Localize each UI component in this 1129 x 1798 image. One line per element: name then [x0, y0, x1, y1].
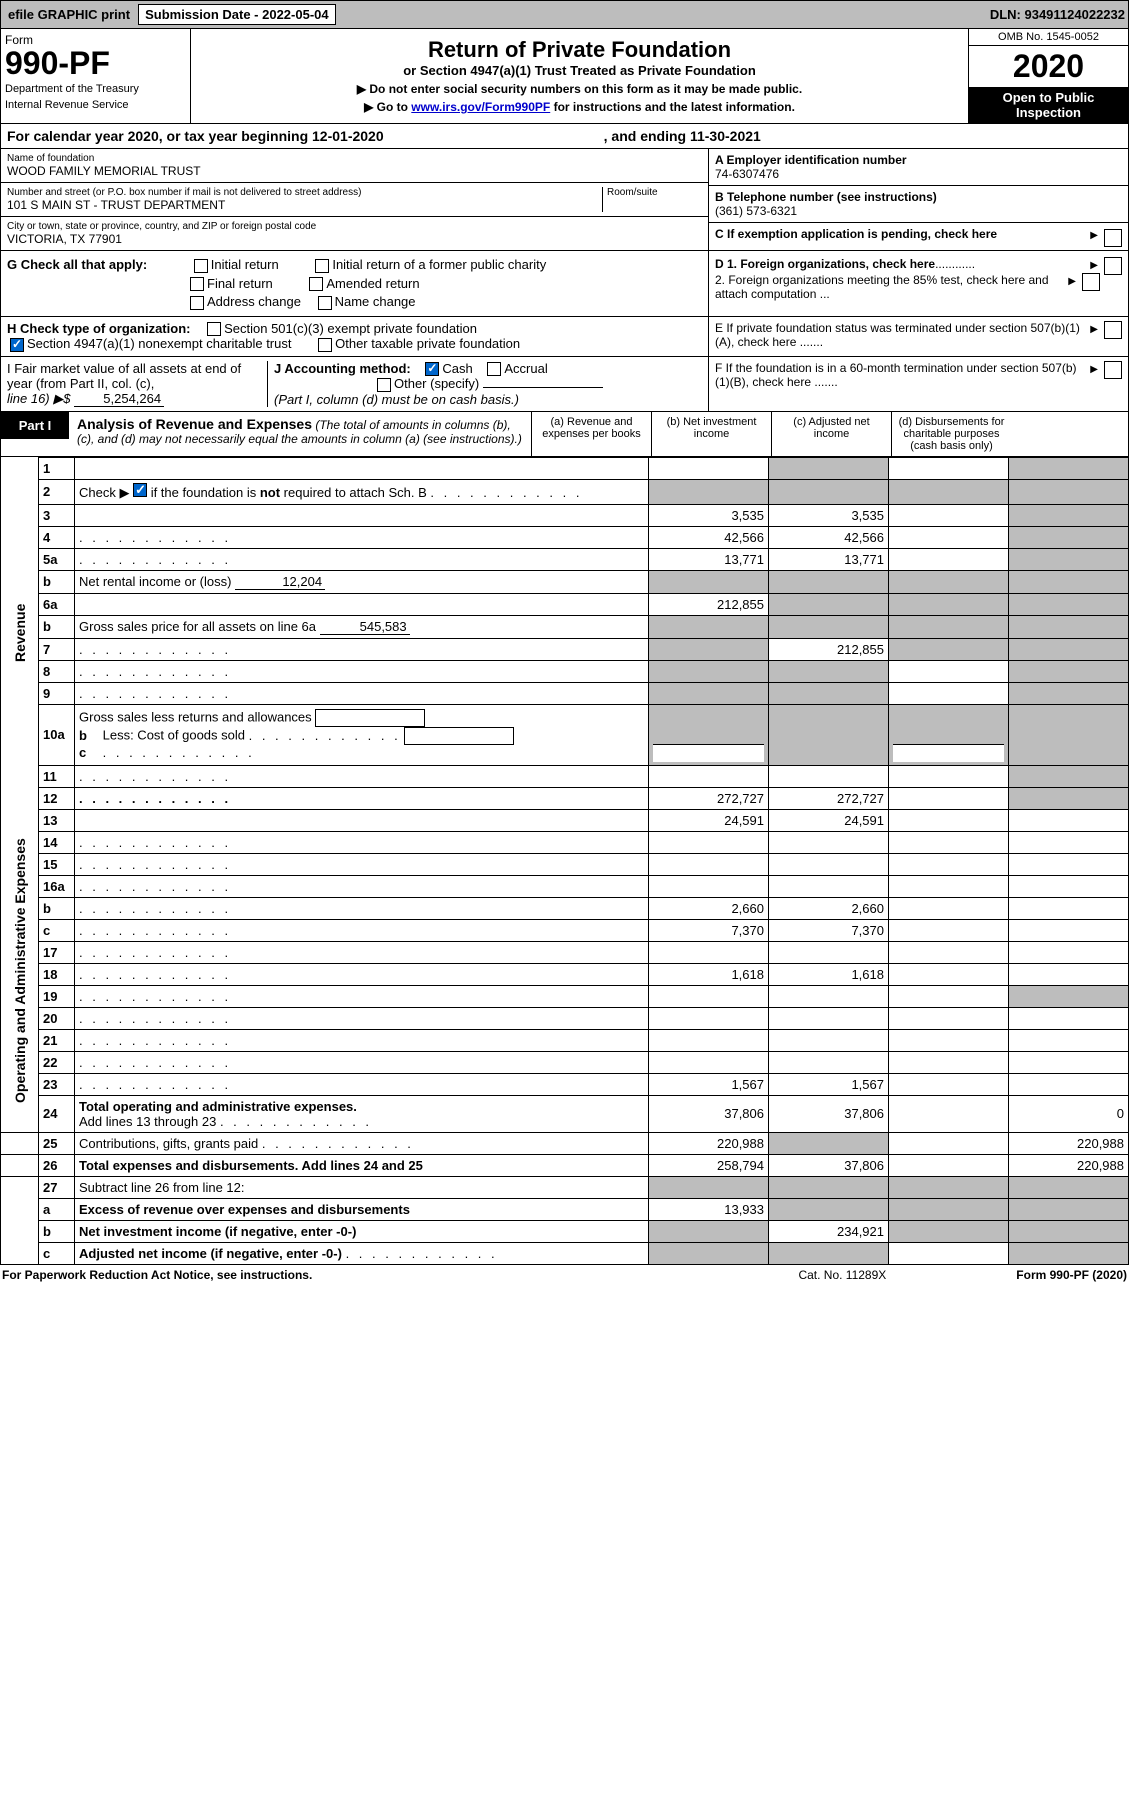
fmv-value: 5,254,264 — [74, 391, 164, 407]
checkbox-d2[interactable] — [1082, 273, 1100, 291]
calendar-year-row: For calendar year 2020, or tax year begi… — [0, 124, 1129, 149]
checkbox-name-change[interactable] — [318, 296, 332, 310]
checkbox-initial-former[interactable] — [315, 259, 329, 273]
part1-header: Part I Analysis of Revenue and Expenses … — [0, 412, 1129, 457]
page-footer: For Paperwork Reduction Act Notice, see … — [0, 1265, 1129, 1285]
section-g: G Check all that apply: Initial return I… — [0, 251, 1129, 317]
section-h: H Check type of organization: Section 50… — [0, 317, 1129, 357]
checkbox-501c3[interactable] — [207, 322, 221, 336]
open-public: Open to Public Inspection — [969, 87, 1128, 123]
checkbox-sch-b[interactable]: ✓ — [133, 483, 147, 497]
efile-label: efile GRAPHIC print — [8, 7, 130, 22]
checkbox-initial-return[interactable] — [194, 259, 208, 273]
checkbox-f[interactable] — [1104, 361, 1122, 379]
checkbox-e[interactable] — [1104, 321, 1122, 339]
entity-block: Name of foundation WOOD FAMILY MEMORIAL … — [0, 149, 1129, 251]
box-c-checkbox[interactable] — [1104, 229, 1122, 247]
foundation-name: WOOD FAMILY MEMORIAL TRUST — [7, 164, 702, 178]
ein: 74-6307476 — [715, 167, 779, 181]
dln: DLN: 93491124022232 — [990, 7, 1125, 22]
checkbox-accrual[interactable] — [487, 362, 501, 376]
street-address: 101 S MAIN ST - TRUST DEPARTMENT — [7, 198, 602, 212]
header-center: Return of Private Foundation or Section … — [191, 29, 968, 123]
header-left: Form 990-PF Department of the Treasury I… — [1, 29, 191, 123]
form-title: Return of Private Foundation — [199, 37, 960, 63]
revenue-label: Revenue — [1, 457, 39, 809]
section-i: I Fair market value of all assets at end… — [0, 357, 1129, 412]
tax-year: 2020 — [969, 46, 1128, 87]
omb: OMB No. 1545-0052 — [969, 29, 1128, 46]
instructions-link[interactable]: www.irs.gov/Form990PF — [411, 100, 550, 114]
col-d-header: (d) Disbursements for charitable purpose… — [891, 412, 1011, 456]
col-a-header: (a) Revenue and expenses per books — [531, 412, 651, 456]
pra-notice: For Paperwork Reduction Act Notice, see … — [2, 1268, 312, 1282]
checkbox-final-return[interactable] — [190, 277, 204, 291]
checkbox-other-taxable[interactable] — [318, 338, 332, 352]
form-ref: Form 990-PF (2020) — [1016, 1268, 1127, 1282]
col-c-header: (c) Adjusted net income — [771, 412, 891, 456]
submission-box: Submission Date - 2022-05-04 — [138, 4, 336, 25]
checkbox-cash[interactable] — [425, 362, 439, 376]
header-right: OMB No. 1545-0052 2020 Open to Public In… — [968, 29, 1128, 123]
checkbox-amended[interactable] — [309, 277, 323, 291]
cat-no: Cat. No. 11289X — [798, 1268, 886, 1282]
checkbox-d1[interactable] — [1104, 257, 1122, 275]
part1-tab: Part I — [1, 412, 69, 439]
checkbox-4947a1[interactable] — [10, 338, 24, 352]
expenses-label: Operating and Administrative Expenses — [1, 809, 39, 1132]
checkbox-other-method[interactable] — [377, 378, 391, 392]
efile-bar: efile GRAPHIC print Submission Date - 20… — [0, 0, 1129, 29]
part1-table: Revenue 1 2 Check ▶ ✓ if the foundation … — [0, 457, 1129, 1265]
city-state-zip: VICTORIA, TX 77901 — [7, 232, 702, 246]
checkbox-address-change[interactable] — [190, 296, 204, 310]
form-header: Form 990-PF Department of the Treasury I… — [0, 29, 1129, 124]
form-number: 990-PF — [5, 47, 186, 79]
col-b-header: (b) Net investment income — [651, 412, 771, 456]
phone: (361) 573-6321 — [715, 204, 797, 218]
